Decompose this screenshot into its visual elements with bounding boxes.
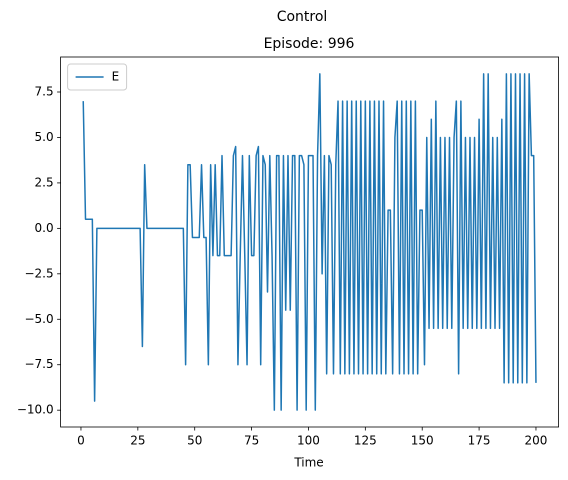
y-tick-label: 2.5 [35, 175, 54, 189]
x-axis-label: Time [293, 456, 323, 470]
x-tick-label: 150 [411, 434, 434, 448]
line-series [82, 73, 537, 411]
x-tick-label: 200 [525, 434, 548, 448]
x-tick-label: 175 [468, 434, 491, 448]
y-tick-label: 7.5 [35, 85, 54, 99]
y-tick-label: −7.5 [24, 357, 53, 371]
legend-label: E [112, 70, 120, 84]
y-tick-label: 5.0 [35, 130, 54, 144]
y-tick-label: −10.0 [17, 403, 54, 417]
x-tick-label: 0 [77, 434, 85, 448]
chart-title: Episode: 996 [264, 36, 355, 52]
x-tick-label: 25 [130, 434, 145, 448]
plot-frame [60, 56, 559, 428]
y-tick-label: 0.0 [35, 221, 54, 235]
y-tick-label: −2.5 [24, 266, 53, 280]
y-tick-label: −5.0 [24, 312, 53, 326]
suptitle: Control [277, 9, 328, 25]
x-tick-label: 125 [354, 434, 377, 448]
x-tick-label: 75 [244, 434, 259, 448]
x-tick-label: 50 [187, 434, 202, 448]
x-tick-label: 100 [297, 434, 320, 448]
